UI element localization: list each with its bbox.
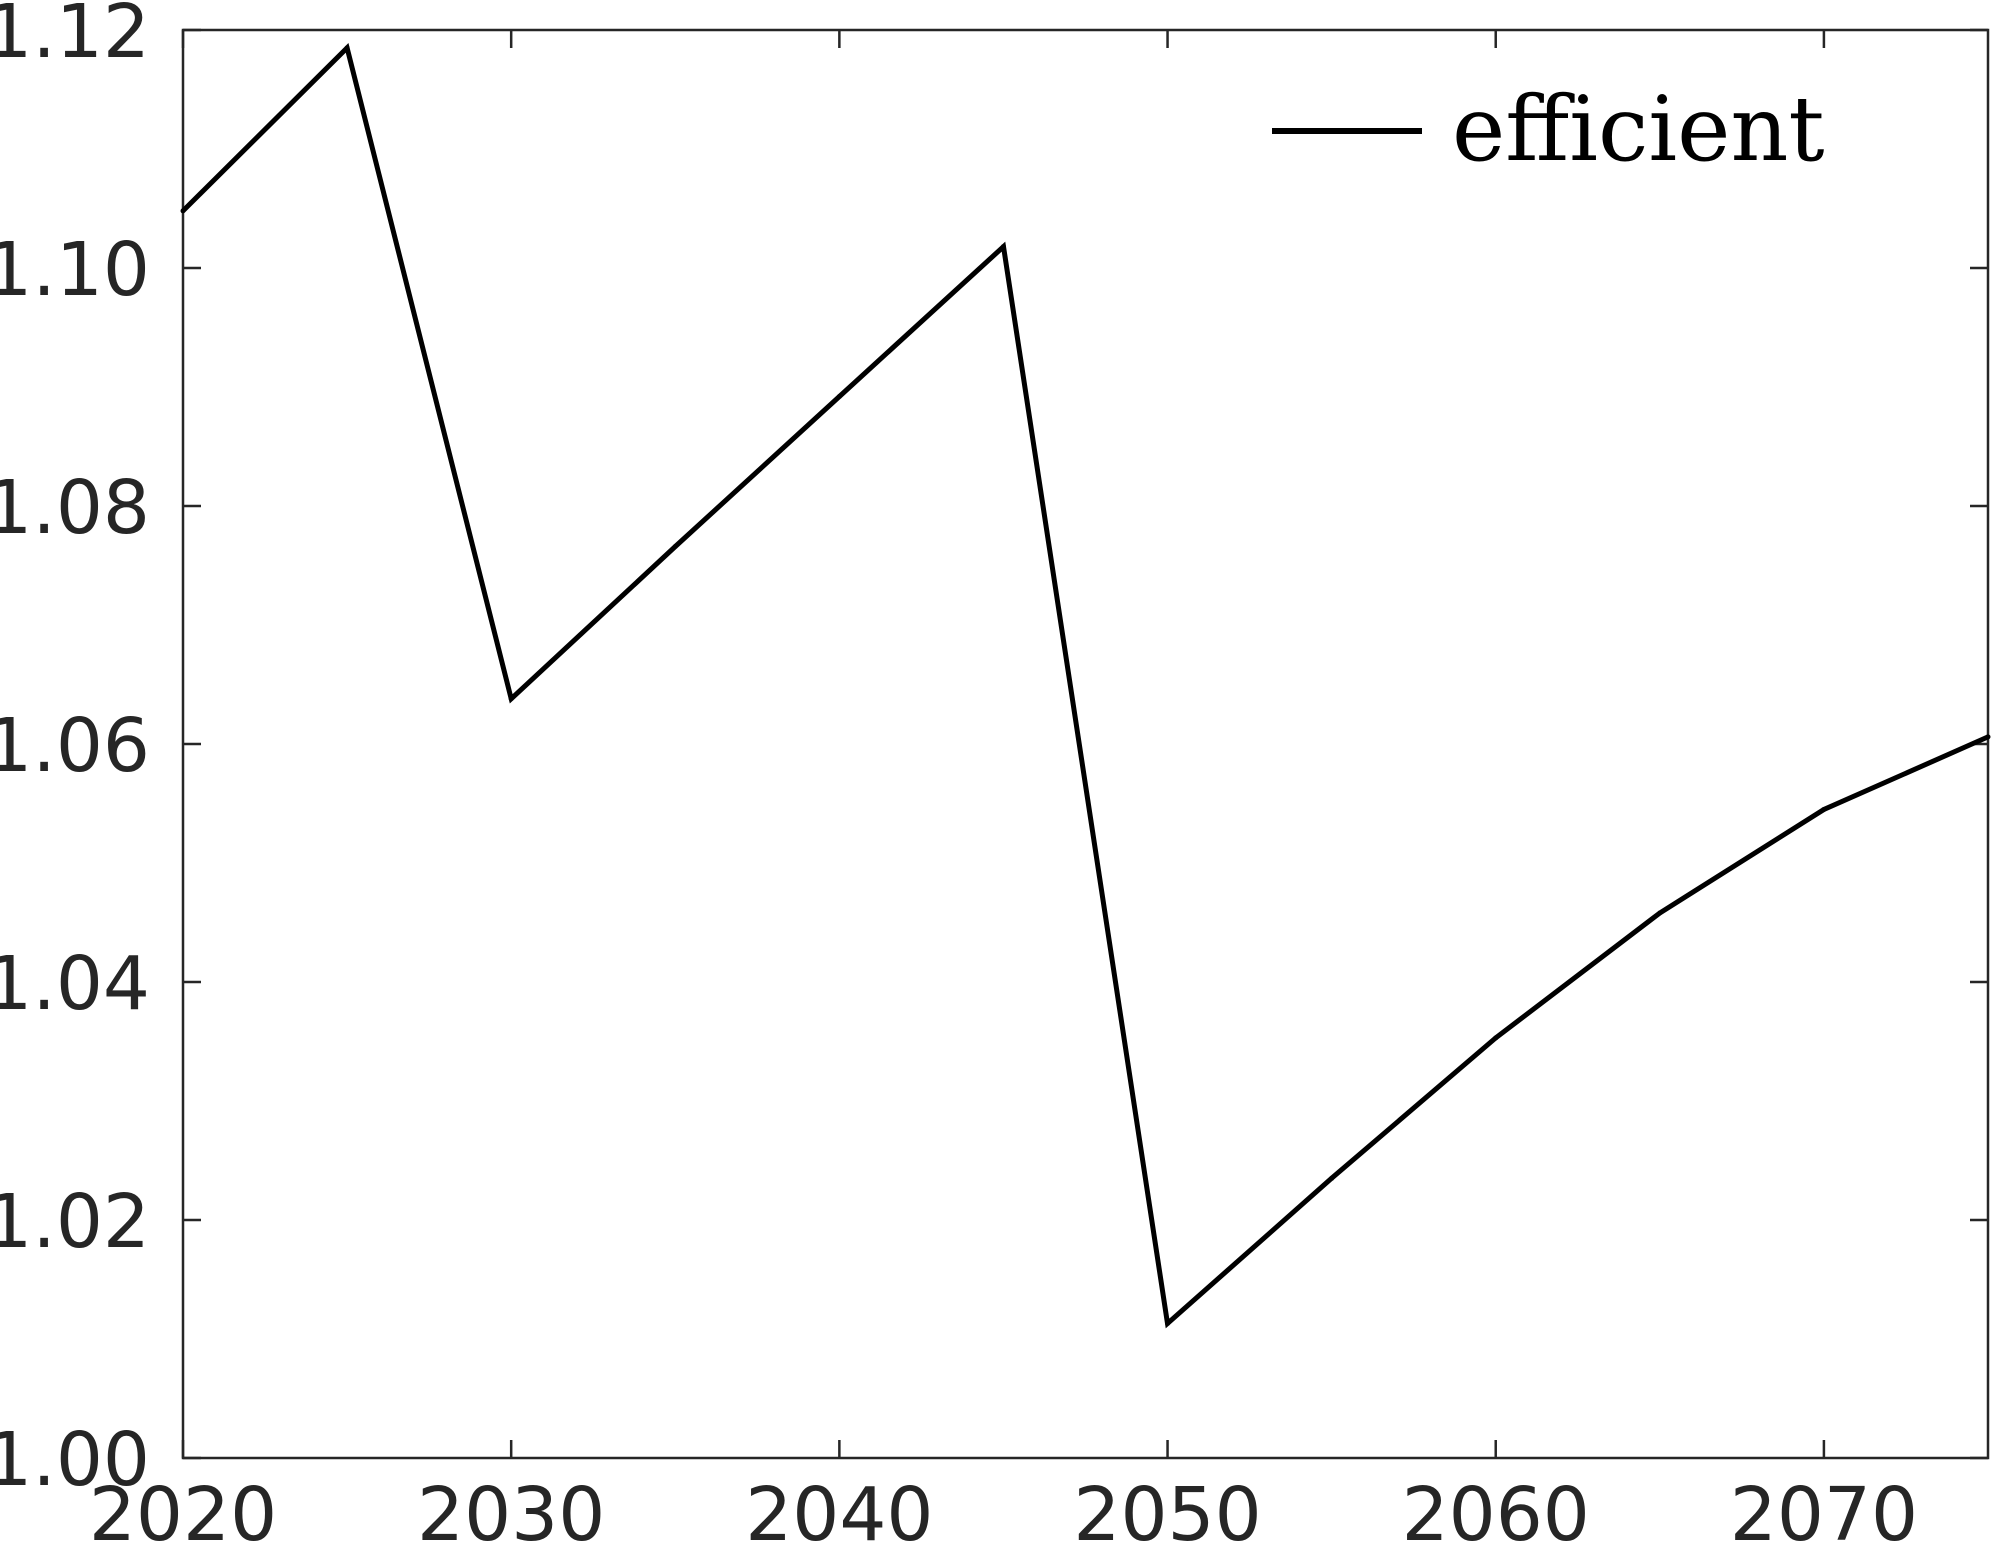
data-point: [1657, 910, 1663, 916]
y-tick-label: 1.06: [0, 703, 150, 789]
data-point: [1821, 806, 1827, 812]
x-tick-label: 2070: [1730, 1472, 1918, 1554]
data-point: [1493, 1035, 1499, 1041]
data-point: [1000, 244, 1006, 250]
x-axis-ticks: 2020 2030 2040 2050 2060 2070: [89, 30, 1918, 1554]
y-tick-label: 1.10: [0, 227, 150, 313]
x-tick-label: 2060: [1402, 1472, 1590, 1554]
data-point: [1329, 1175, 1335, 1181]
data-point: [180, 208, 186, 214]
y-tick-label: 1.02: [0, 1179, 150, 1265]
data-point: [1985, 734, 1991, 740]
data-point: [508, 696, 514, 702]
legend-label-efficient: efficient: [1452, 77, 1825, 182]
series-layer: [180, 43, 1991, 1329]
data-point: [1165, 1321, 1171, 1327]
data-point: [672, 543, 678, 549]
legend: efficient: [1272, 77, 1825, 182]
data-point: [344, 45, 350, 51]
y-tick-label: 1.08: [0, 465, 150, 551]
series-line-efficient: [181, 43, 1990, 1329]
x-tick-label: 2020: [89, 1472, 277, 1554]
y-tick-label: 1.00: [0, 1417, 150, 1503]
x-tick-label: 2050: [1073, 1472, 1261, 1554]
x-tick-label: 2040: [745, 1472, 933, 1554]
y-axis-ticks: 1.00 1.02 1.04 1.06 1.08 1.10 1.12: [0, 0, 1988, 1503]
x-tick-label: 2030: [417, 1472, 605, 1554]
y-tick-label: 1.12: [0, 0, 150, 75]
y-tick-label: 1.04: [0, 941, 150, 1027]
data-point: [836, 394, 842, 400]
plot-area: [181, 28, 1990, 1460]
